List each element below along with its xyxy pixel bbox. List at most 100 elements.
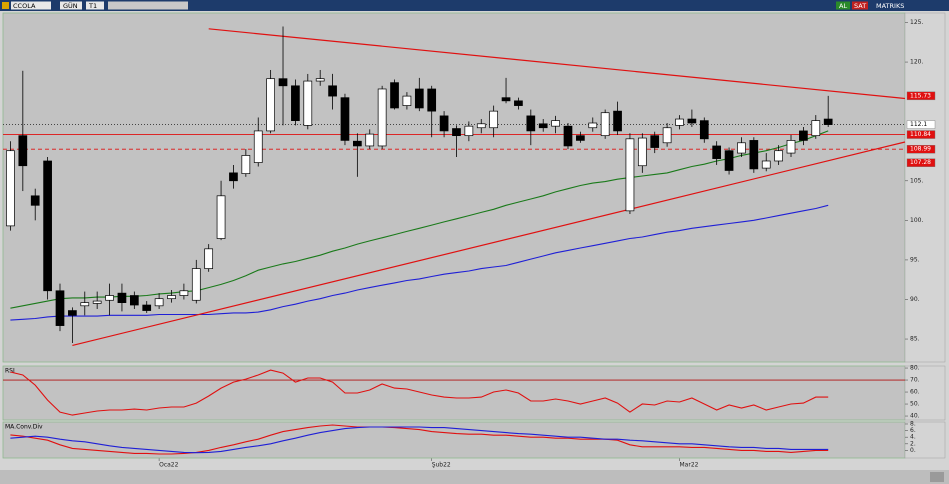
panel: MA.Conv.Div 0.2.4.6.8. (2, 420, 946, 459)
candle-body (563, 125, 573, 147)
y-tick-label: 40. (910, 413, 920, 420)
candle-body (253, 130, 263, 163)
series-line (10, 369, 829, 416)
toolbar-bg (0, 0, 949, 11)
y-tick-label: 60. (910, 389, 920, 396)
buy-button[interactable] (836, 1, 850, 10)
y-tick-label: 105. (910, 177, 923, 184)
panel: RSI 40. 50. 60. 70. 80. (2, 365, 946, 421)
x-tick-label: Oca22 (159, 462, 179, 469)
y-tick-label: 85. (910, 336, 920, 343)
candle-body (179, 290, 189, 296)
y-tick-label: 90. (910, 296, 920, 303)
brand: MATRIKS (876, 2, 904, 10)
toolbar-tools[interactable] (108, 1, 188, 10)
candle-body (105, 295, 114, 301)
series-line (10, 130, 829, 309)
candle-body (476, 123, 486, 129)
candle-body (18, 135, 28, 167)
template[interactable]: T1 (88, 2, 97, 10)
y-tick-label: 8. (910, 420, 916, 427)
series-line (10, 424, 829, 455)
price-level-label: 107.28 (910, 159, 931, 166)
symbol[interactable]: CCOLA (13, 2, 36, 10)
sell-button[interactable] (852, 1, 868, 10)
y-tick-label: 70. (910, 377, 920, 384)
period[interactable]: GÜN (63, 1, 78, 10)
candle-body (737, 142, 746, 154)
candle-body (799, 130, 808, 141)
candle-body (749, 140, 759, 170)
candle-body (489, 110, 498, 129)
plot-area (2, 421, 906, 459)
candle-body (786, 140, 796, 154)
candle-body (613, 110, 622, 132)
buy-label[interactable]: AL (839, 2, 847, 10)
price-level-label: 115.73 (910, 92, 931, 99)
y-tick-label: 50. (910, 401, 920, 408)
price-level-box (906, 144, 936, 154)
sell-label[interactable]: SAT (854, 2, 866, 10)
candle-body (191, 268, 201, 301)
candle-body (6, 150, 15, 227)
y-tick-label: 80. (910, 365, 920, 372)
candle-body (600, 112, 610, 137)
candle-body (216, 195, 226, 239)
period-box[interactable] (60, 1, 82, 10)
candle-body (92, 300, 102, 304)
candle-body (414, 88, 424, 109)
candle-body (427, 88, 437, 112)
candle-body (80, 302, 90, 307)
trendline (208, 28, 906, 100)
scroll-button[interactable] (930, 472, 944, 482)
candle-body (291, 85, 300, 121)
candle-body (328, 85, 337, 97)
candle-body (229, 172, 238, 182)
candle-body (514, 100, 523, 106)
trendline (72, 141, 906, 346)
candle-body (501, 97, 511, 102)
candle-body (452, 128, 461, 137)
panel-title: MA.Conv.Div (5, 424, 43, 431)
price-level-box (906, 120, 936, 129)
candle-body (365, 133, 375, 147)
candle-body (687, 118, 697, 124)
candle-body (588, 122, 598, 129)
candle-body (154, 298, 164, 307)
candle-body (823, 118, 833, 125)
y-tick-label: 2. (910, 440, 916, 447)
candle-body (278, 78, 288, 87)
candle-body (241, 155, 251, 175)
candle-body (650, 135, 660, 148)
candle-body (377, 88, 387, 147)
candle-body (142, 304, 152, 311)
status-bar (0, 470, 949, 484)
x-tick-label: Mar22 (680, 462, 699, 469)
y-tick-label: 6. (910, 427, 916, 434)
candle-body (811, 120, 821, 137)
candle-body (637, 137, 647, 167)
toolbar: CCOLA GÜN T1 AL SAT MATRIKS (0, 0, 949, 11)
series-line (10, 204, 829, 321)
symbol-box[interactable] (11, 1, 51, 10)
candle-body (526, 115, 536, 132)
candle-body (774, 150, 783, 162)
panel-title: RSI (5, 368, 15, 375)
candle-body (390, 82, 399, 109)
candle-body (30, 195, 40, 206)
candle-body (315, 78, 325, 82)
symbol-icon (2, 2, 9, 9)
candle-body (551, 120, 560, 127)
candle-body (43, 160, 52, 292)
candle-body (761, 160, 771, 169)
candle-body (340, 97, 350, 141)
candle-body (675, 118, 684, 126)
candle-body (712, 145, 722, 159)
candle-body (204, 248, 214, 269)
x-tick-label: Şub22 (432, 462, 451, 469)
template-box[interactable] (86, 1, 104, 10)
candle-body (68, 310, 77, 316)
candle-body (402, 95, 412, 106)
candle-body (625, 138, 635, 212)
